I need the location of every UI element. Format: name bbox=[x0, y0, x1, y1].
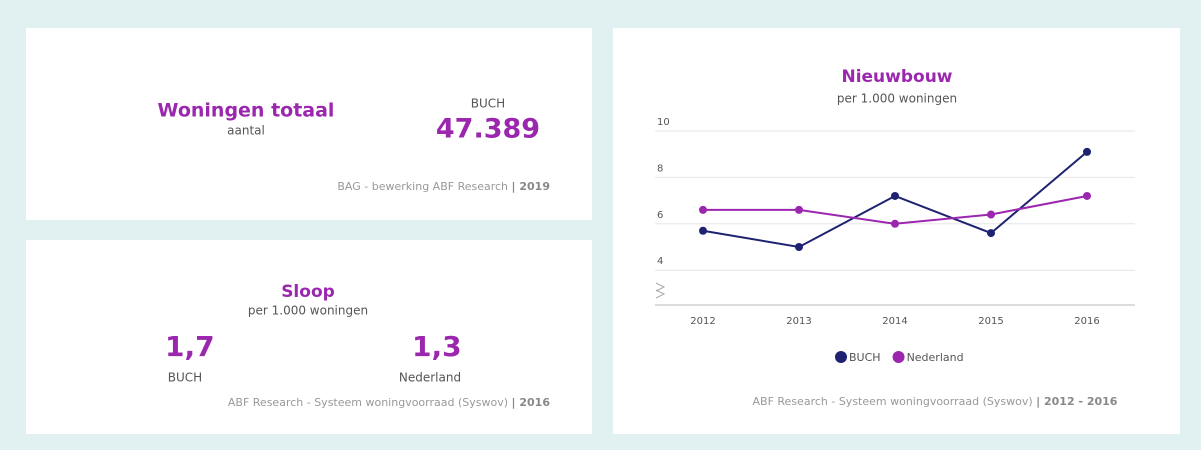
legend-label: Nederland bbox=[907, 351, 964, 364]
point bbox=[891, 219, 899, 228]
source-text: ABF Research - Systeem woningvoorraad (S… bbox=[753, 395, 1033, 408]
point bbox=[987, 210, 995, 219]
axis-break bbox=[655, 282, 666, 299]
point bbox=[1083, 147, 1091, 156]
source: ABF Research - Systeem woningvoorraad (S… bbox=[228, 396, 550, 409]
x-tick-label: 2016 bbox=[1074, 316, 1099, 327]
point bbox=[891, 191, 899, 200]
x-tick-label: 2012 bbox=[690, 316, 715, 327]
period: | 2019 bbox=[512, 180, 550, 193]
region: BUCH bbox=[471, 97, 505, 111]
value-label: BUCH bbox=[168, 371, 202, 385]
card-title: Sloop bbox=[281, 282, 335, 302]
chart-title: Nieuwbouw bbox=[841, 67, 952, 87]
big-value: 47.389 bbox=[436, 114, 540, 145]
source-text: BAG - bewerking ABF Research bbox=[337, 180, 508, 193]
card-subtitle: per 1.000 woningen bbox=[248, 304, 368, 318]
legend-swatch bbox=[892, 351, 905, 363]
source: ABF Research - Systeem woningvoorraad (S… bbox=[753, 395, 1118, 408]
point bbox=[1083, 191, 1091, 200]
chart-subtitle: per 1.000 woningen bbox=[837, 92, 957, 106]
card-title: Woningen totaal bbox=[158, 100, 335, 122]
source: BAG - bewerking ABF Research | 2019 bbox=[337, 180, 550, 193]
card bbox=[613, 28, 1180, 434]
y-tick-label: 8 bbox=[657, 163, 663, 174]
card bbox=[26, 28, 592, 220]
point bbox=[699, 205, 707, 214]
period: | 2016 bbox=[512, 396, 551, 409]
big-value: 1,7 bbox=[165, 330, 215, 363]
legend-swatch bbox=[835, 351, 847, 363]
card bbox=[26, 240, 592, 434]
point bbox=[795, 243, 803, 251]
x-tick-label: 2013 bbox=[786, 316, 811, 327]
big-value: 1,3 bbox=[412, 330, 462, 363]
period: | 2012 - 2016 bbox=[1036, 395, 1118, 408]
point bbox=[699, 226, 707, 235]
point bbox=[987, 229, 995, 238]
point bbox=[795, 205, 803, 214]
card-subtitle: aantal bbox=[227, 124, 265, 138]
y-tick-label: 6 bbox=[657, 210, 663, 221]
x-tick-label: 2014 bbox=[882, 316, 907, 327]
x-tick-label: 2015 bbox=[978, 316, 1003, 327]
y-tick-label: 10 bbox=[657, 117, 670, 128]
y-tick-label: 4 bbox=[657, 256, 663, 267]
value-label: Nederland bbox=[399, 371, 461, 385]
source-text: ABF Research - Systeem woningvoorraad (S… bbox=[228, 396, 508, 409]
legend-label: BUCH bbox=[849, 351, 881, 364]
